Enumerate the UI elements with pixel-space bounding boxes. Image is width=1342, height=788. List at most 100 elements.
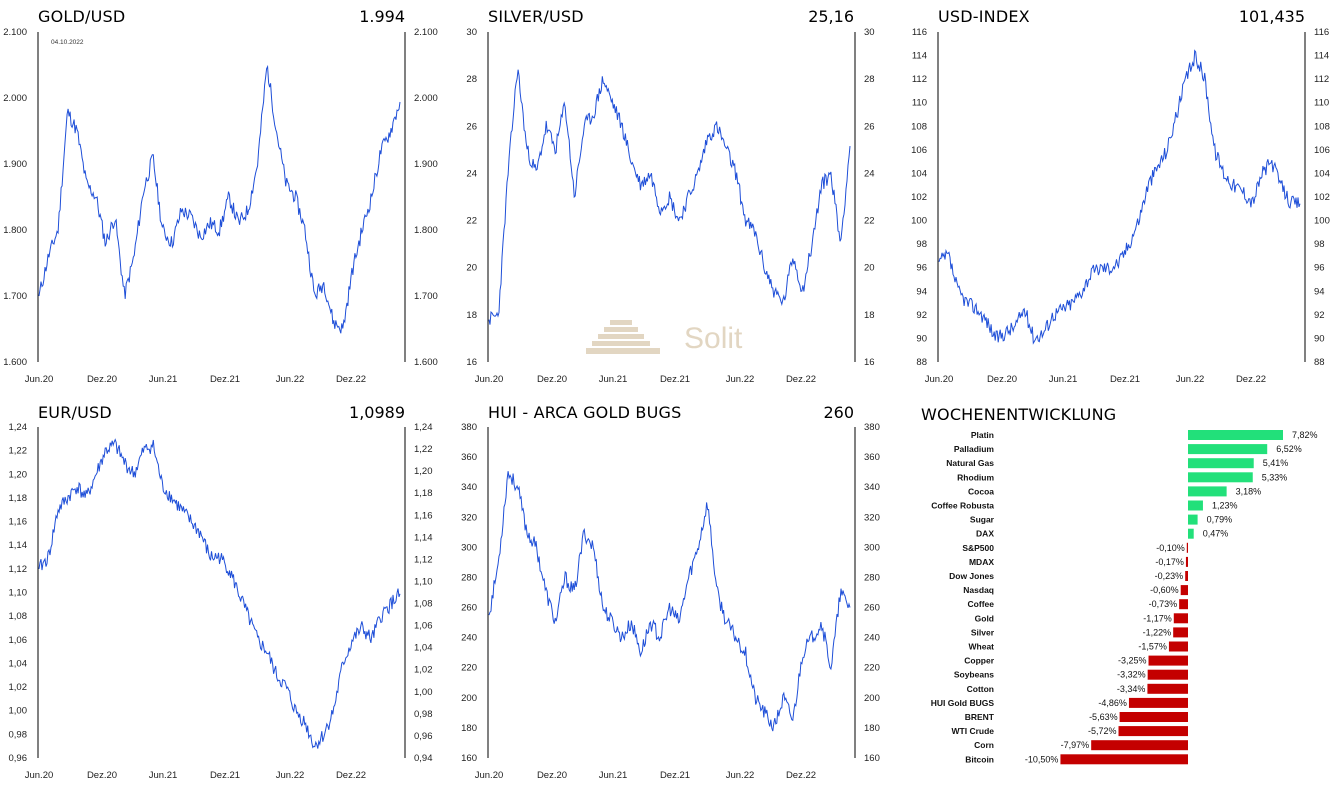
chart-last-value: 260 bbox=[823, 403, 854, 422]
x-tick-label: Dez.21 bbox=[210, 374, 240, 385]
y-tick-label-right: 96 bbox=[1314, 263, 1325, 274]
y-tick-label-right: 18 bbox=[864, 310, 875, 321]
bar bbox=[1185, 571, 1188, 581]
bar-category-label: MDAX bbox=[969, 557, 994, 567]
bar-value-label: -10,50% bbox=[1025, 754, 1059, 764]
y-tick-label-right: 1,04 bbox=[414, 643, 433, 654]
bar-value-label: 5,41% bbox=[1263, 458, 1289, 468]
x-tick-label: Jun.22 bbox=[1176, 374, 1205, 385]
bar-category-label: Sugar bbox=[970, 515, 995, 525]
chart-panel-gold: GOLD/USD 1.994 1.600 1.700 1.800 1.900 2.000… bbox=[0, 0, 440, 390]
bar bbox=[1148, 655, 1188, 666]
x-tick-label: Dez.22 bbox=[336, 770, 366, 781]
y-tick-label-left: 1.600 bbox=[3, 357, 27, 368]
x-tick-label: Jun.21 bbox=[599, 374, 628, 385]
bar-category-label: DAX bbox=[976, 529, 994, 539]
y-tick-label-left: 1,00 bbox=[9, 706, 28, 717]
bar-value-label: 0,47% bbox=[1203, 529, 1229, 539]
y-tick-label-right: 20 bbox=[864, 263, 875, 274]
y-tick-label-right: 114 bbox=[1314, 51, 1329, 62]
y-tick-label-left: 280 bbox=[461, 572, 477, 583]
y-tick-label-left: 260 bbox=[461, 603, 477, 614]
y-tick-label-left: 380 bbox=[461, 422, 477, 433]
bar-value-label: 5,33% bbox=[1262, 472, 1288, 482]
x-tick-label: Dez.22 bbox=[336, 374, 366, 385]
bar bbox=[1118, 726, 1188, 737]
x-tick-label: Dez.20 bbox=[987, 374, 1017, 385]
bar-category-label: Silver bbox=[971, 627, 995, 637]
bar-category-label: Platin bbox=[971, 430, 994, 440]
y-tick-label-right: 220 bbox=[864, 663, 880, 674]
chart-panel-usd-index: USD-INDEX 101,435 88 90 92 94 96 98 100 102 104 1… bbox=[900, 0, 1342, 390]
y-tick-label-right: 98 bbox=[1314, 239, 1325, 250]
bar-value-label: -3,34% bbox=[1117, 684, 1146, 694]
y-tick-label-left: 106 bbox=[911, 145, 927, 156]
y-tick-label-right: 100 bbox=[1314, 216, 1330, 227]
y-tick-label-left: 240 bbox=[461, 633, 477, 644]
x-tick-label: Jun.22 bbox=[726, 770, 755, 781]
y-tick-label-right: 106 bbox=[1314, 145, 1330, 156]
y-tick-label-right: 104 bbox=[1314, 168, 1330, 179]
y-tick-label-right: 180 bbox=[864, 723, 880, 734]
y-tick-label-right: 300 bbox=[864, 542, 880, 553]
bar bbox=[1188, 486, 1227, 497]
y-tick-label-left: 112 bbox=[912, 74, 927, 85]
y-tick-label-left: 340 bbox=[461, 482, 477, 493]
bar-category-label: Coffee bbox=[968, 599, 995, 609]
bar-value-label: 7,82% bbox=[1292, 430, 1318, 440]
chart-title: WOCHENENTWICKLUNG bbox=[921, 405, 1117, 424]
y-tick-label-right: 102 bbox=[1314, 192, 1330, 203]
bar-value-label: 0,79% bbox=[1207, 515, 1233, 525]
y-tick-label-right: 360 bbox=[864, 452, 880, 463]
y-tick-label-right: 28 bbox=[864, 74, 875, 85]
y-tick-label-left: 94 bbox=[916, 286, 927, 297]
y-tick-label-left: 160 bbox=[461, 753, 477, 764]
y-tick-label-right: 94 bbox=[1314, 286, 1325, 297]
y-tick-label-left: 96 bbox=[916, 263, 927, 274]
y-tick-label-right: 380 bbox=[864, 422, 880, 433]
y-tick-label-left: 200 bbox=[461, 693, 477, 704]
series-line bbox=[38, 438, 401, 749]
x-tick-label: Dez.21 bbox=[660, 770, 690, 781]
bar-category-label: HUI Gold BUGS bbox=[931, 698, 995, 708]
chart-title: EUR/USD bbox=[38, 403, 112, 422]
y-tick-label-left: 26 bbox=[466, 121, 477, 132]
chart-title: USD-INDEX bbox=[938, 7, 1030, 26]
bar-chart-weekly-performance: Platin 7,82% Palladium 6,52% Natural Gas 5,41… bbox=[931, 430, 1318, 765]
bar-value-label: -0,17% bbox=[1155, 557, 1184, 567]
bar-category-label: Soybeans bbox=[954, 670, 994, 680]
y-tick-label-left: 18 bbox=[466, 310, 477, 321]
bar-value-label: -0,73% bbox=[1149, 599, 1178, 609]
x-tick-label: Jun.22 bbox=[276, 374, 305, 385]
y-tick-label-left: 90 bbox=[916, 333, 927, 344]
x-tick-label: Dez.21 bbox=[1110, 374, 1140, 385]
bar-value-label: -0,60% bbox=[1150, 585, 1179, 595]
x-tick-label: Jun.22 bbox=[726, 374, 755, 385]
y-tick-label-left: 300 bbox=[461, 542, 477, 553]
y-tick-label-right: 320 bbox=[864, 512, 880, 523]
bar-value-label: -3,25% bbox=[1118, 656, 1147, 666]
bar bbox=[1188, 514, 1198, 525]
y-tick-label-left: 1.800 bbox=[3, 225, 27, 236]
chart-panel-eur-usd: EUR/USD 1,0989 0,96 0,98 1,00 1,02 1,04 1,06 1… bbox=[0, 396, 440, 788]
bar-category-label: Nasdaq bbox=[963, 585, 994, 595]
bar-category-label: WTI Crude bbox=[952, 726, 995, 736]
y-tick-label-left: 114 bbox=[912, 51, 927, 62]
bar-value-label: -5,63% bbox=[1089, 712, 1118, 722]
bar bbox=[1091, 740, 1188, 751]
y-tick-label-right: 2.000 bbox=[414, 93, 438, 104]
y-tick-label-left: 360 bbox=[461, 452, 477, 463]
bar-value-label: -3,32% bbox=[1117, 670, 1146, 680]
x-tick-label: Jun.20 bbox=[475, 374, 504, 385]
chart-title: HUI - ARCA GOLD BUGS bbox=[488, 403, 682, 422]
y-tick-label-right: 1,08 bbox=[414, 599, 433, 610]
bar-value-label: -1,57% bbox=[1138, 642, 1167, 652]
x-tick-label: Jun.22 bbox=[276, 770, 305, 781]
y-tick-label-right: 1,14 bbox=[414, 532, 433, 543]
y-tick-label-right: 116 bbox=[1314, 27, 1329, 38]
x-tick-label: Jun.21 bbox=[149, 770, 178, 781]
bar-category-label: Coffee Robusta bbox=[931, 501, 994, 511]
bar-value-label: -4,86% bbox=[1098, 698, 1127, 708]
bar-category-label: Dow Jones bbox=[949, 571, 994, 581]
x-tick-label: Dez.20 bbox=[87, 374, 117, 385]
